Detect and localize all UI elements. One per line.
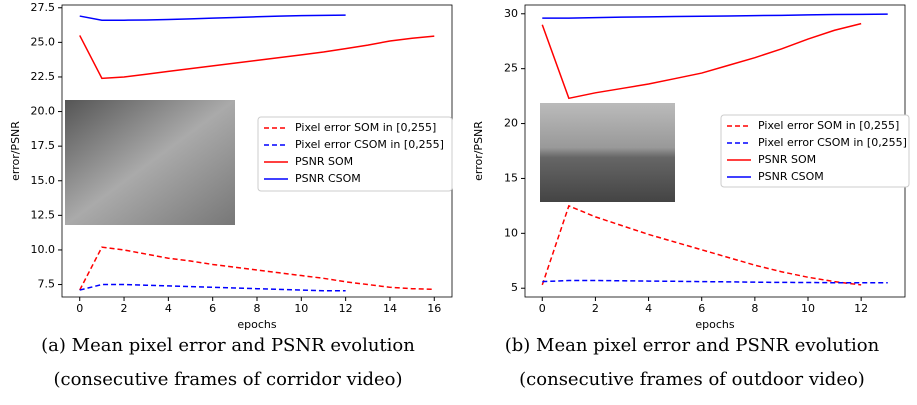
y-tick-label: 25.0 bbox=[31, 35, 56, 48]
x-tick-label: 10 bbox=[294, 302, 308, 315]
caption: (consecutive frames of outdoor video) bbox=[519, 369, 865, 390]
legend-label: Pixel error CSOM in [0,255] bbox=[295, 138, 444, 151]
caption: (consecutive frames of corridor video) bbox=[53, 369, 402, 390]
x-tick-label: 14 bbox=[383, 302, 397, 315]
x-tick-label: 4 bbox=[645, 302, 652, 315]
x-tick-label: 6 bbox=[209, 302, 216, 315]
y-axis-label: error/PSNR bbox=[9, 121, 22, 181]
inset-image bbox=[65, 100, 235, 225]
x-tick-label: 2 bbox=[121, 302, 128, 315]
y-tick-label: 30 bbox=[504, 7, 518, 20]
chart: 0 2 4 6 8 10 12 14 16 7.5 10.0 12.5 15.0 17.5 20.0 22.5… bbox=[9, 1, 453, 390]
line bbox=[79, 35, 435, 80]
line bbox=[79, 283, 346, 292]
line bbox=[79, 14, 346, 21]
caption: (b) Mean pixel error and PSNR evolution bbox=[505, 335, 880, 356]
y-tick-label: 27.5 bbox=[31, 1, 56, 14]
y-tick-label: 12.5 bbox=[31, 208, 56, 221]
y-tick-label: 22.5 bbox=[31, 70, 56, 83]
chart: 0 2 4 6 8 10 12 5 10 15 20 25 30 epochs error/PSNR Pixe… bbox=[472, 4, 910, 390]
y-tick-label: 20 bbox=[504, 117, 518, 130]
legend-label: PSNR SOM bbox=[758, 153, 816, 166]
x-tick-label: 8 bbox=[751, 302, 758, 315]
caption: (a) Mean pixel error and PSNR evolution bbox=[41, 335, 415, 356]
y-axis-label: error/PSNR bbox=[472, 121, 485, 181]
legend-label: Pixel error SOM in [0,255] bbox=[295, 121, 436, 134]
x-tick-label: 16 bbox=[427, 302, 441, 315]
line bbox=[541, 204, 862, 286]
x-tick-label: 12 bbox=[854, 302, 868, 315]
y-tick-label: 15 bbox=[504, 171, 518, 184]
x-tick-label: 8 bbox=[254, 302, 261, 315]
legend-label: PSNR CSOM bbox=[758, 170, 824, 183]
line bbox=[541, 22, 862, 100]
line bbox=[542, 279, 888, 284]
line bbox=[542, 13, 888, 19]
y-tick-label: 10 bbox=[504, 226, 518, 239]
x-tick-label: 4 bbox=[165, 302, 172, 315]
x-tick-label: 6 bbox=[698, 302, 705, 315]
y-tick-label: 20.0 bbox=[31, 105, 56, 118]
x-tick-label: 12 bbox=[339, 302, 353, 315]
x-axis-label: epochs bbox=[695, 318, 734, 331]
x-tick-label: 2 bbox=[592, 302, 599, 315]
legend-label: PSNR CSOM bbox=[295, 172, 361, 185]
legend-box bbox=[720, 114, 910, 188]
y-tick-label: 17.5 bbox=[31, 139, 56, 152]
legend-label: PSNR SOM bbox=[295, 155, 353, 168]
y-tick-label: 25 bbox=[504, 62, 518, 75]
line bbox=[79, 246, 435, 291]
legend-label: Pixel error SOM in [0,255] bbox=[758, 119, 899, 132]
y-tick-label: 15.0 bbox=[31, 174, 56, 187]
x-axis-label: epochs bbox=[237, 318, 276, 331]
y-tick-label: 5 bbox=[511, 281, 518, 294]
inset-image bbox=[540, 103, 675, 202]
y-tick-label: 7.5 bbox=[38, 278, 56, 291]
legend-label: Pixel error CSOM in [0,255] bbox=[758, 136, 907, 149]
x-tick-label: 0 bbox=[539, 302, 546, 315]
y-tick-label: 10.0 bbox=[31, 243, 56, 256]
x-tick-label: 10 bbox=[801, 302, 815, 315]
x-tick-label: 0 bbox=[76, 302, 83, 315]
legend-box bbox=[257, 116, 453, 192]
